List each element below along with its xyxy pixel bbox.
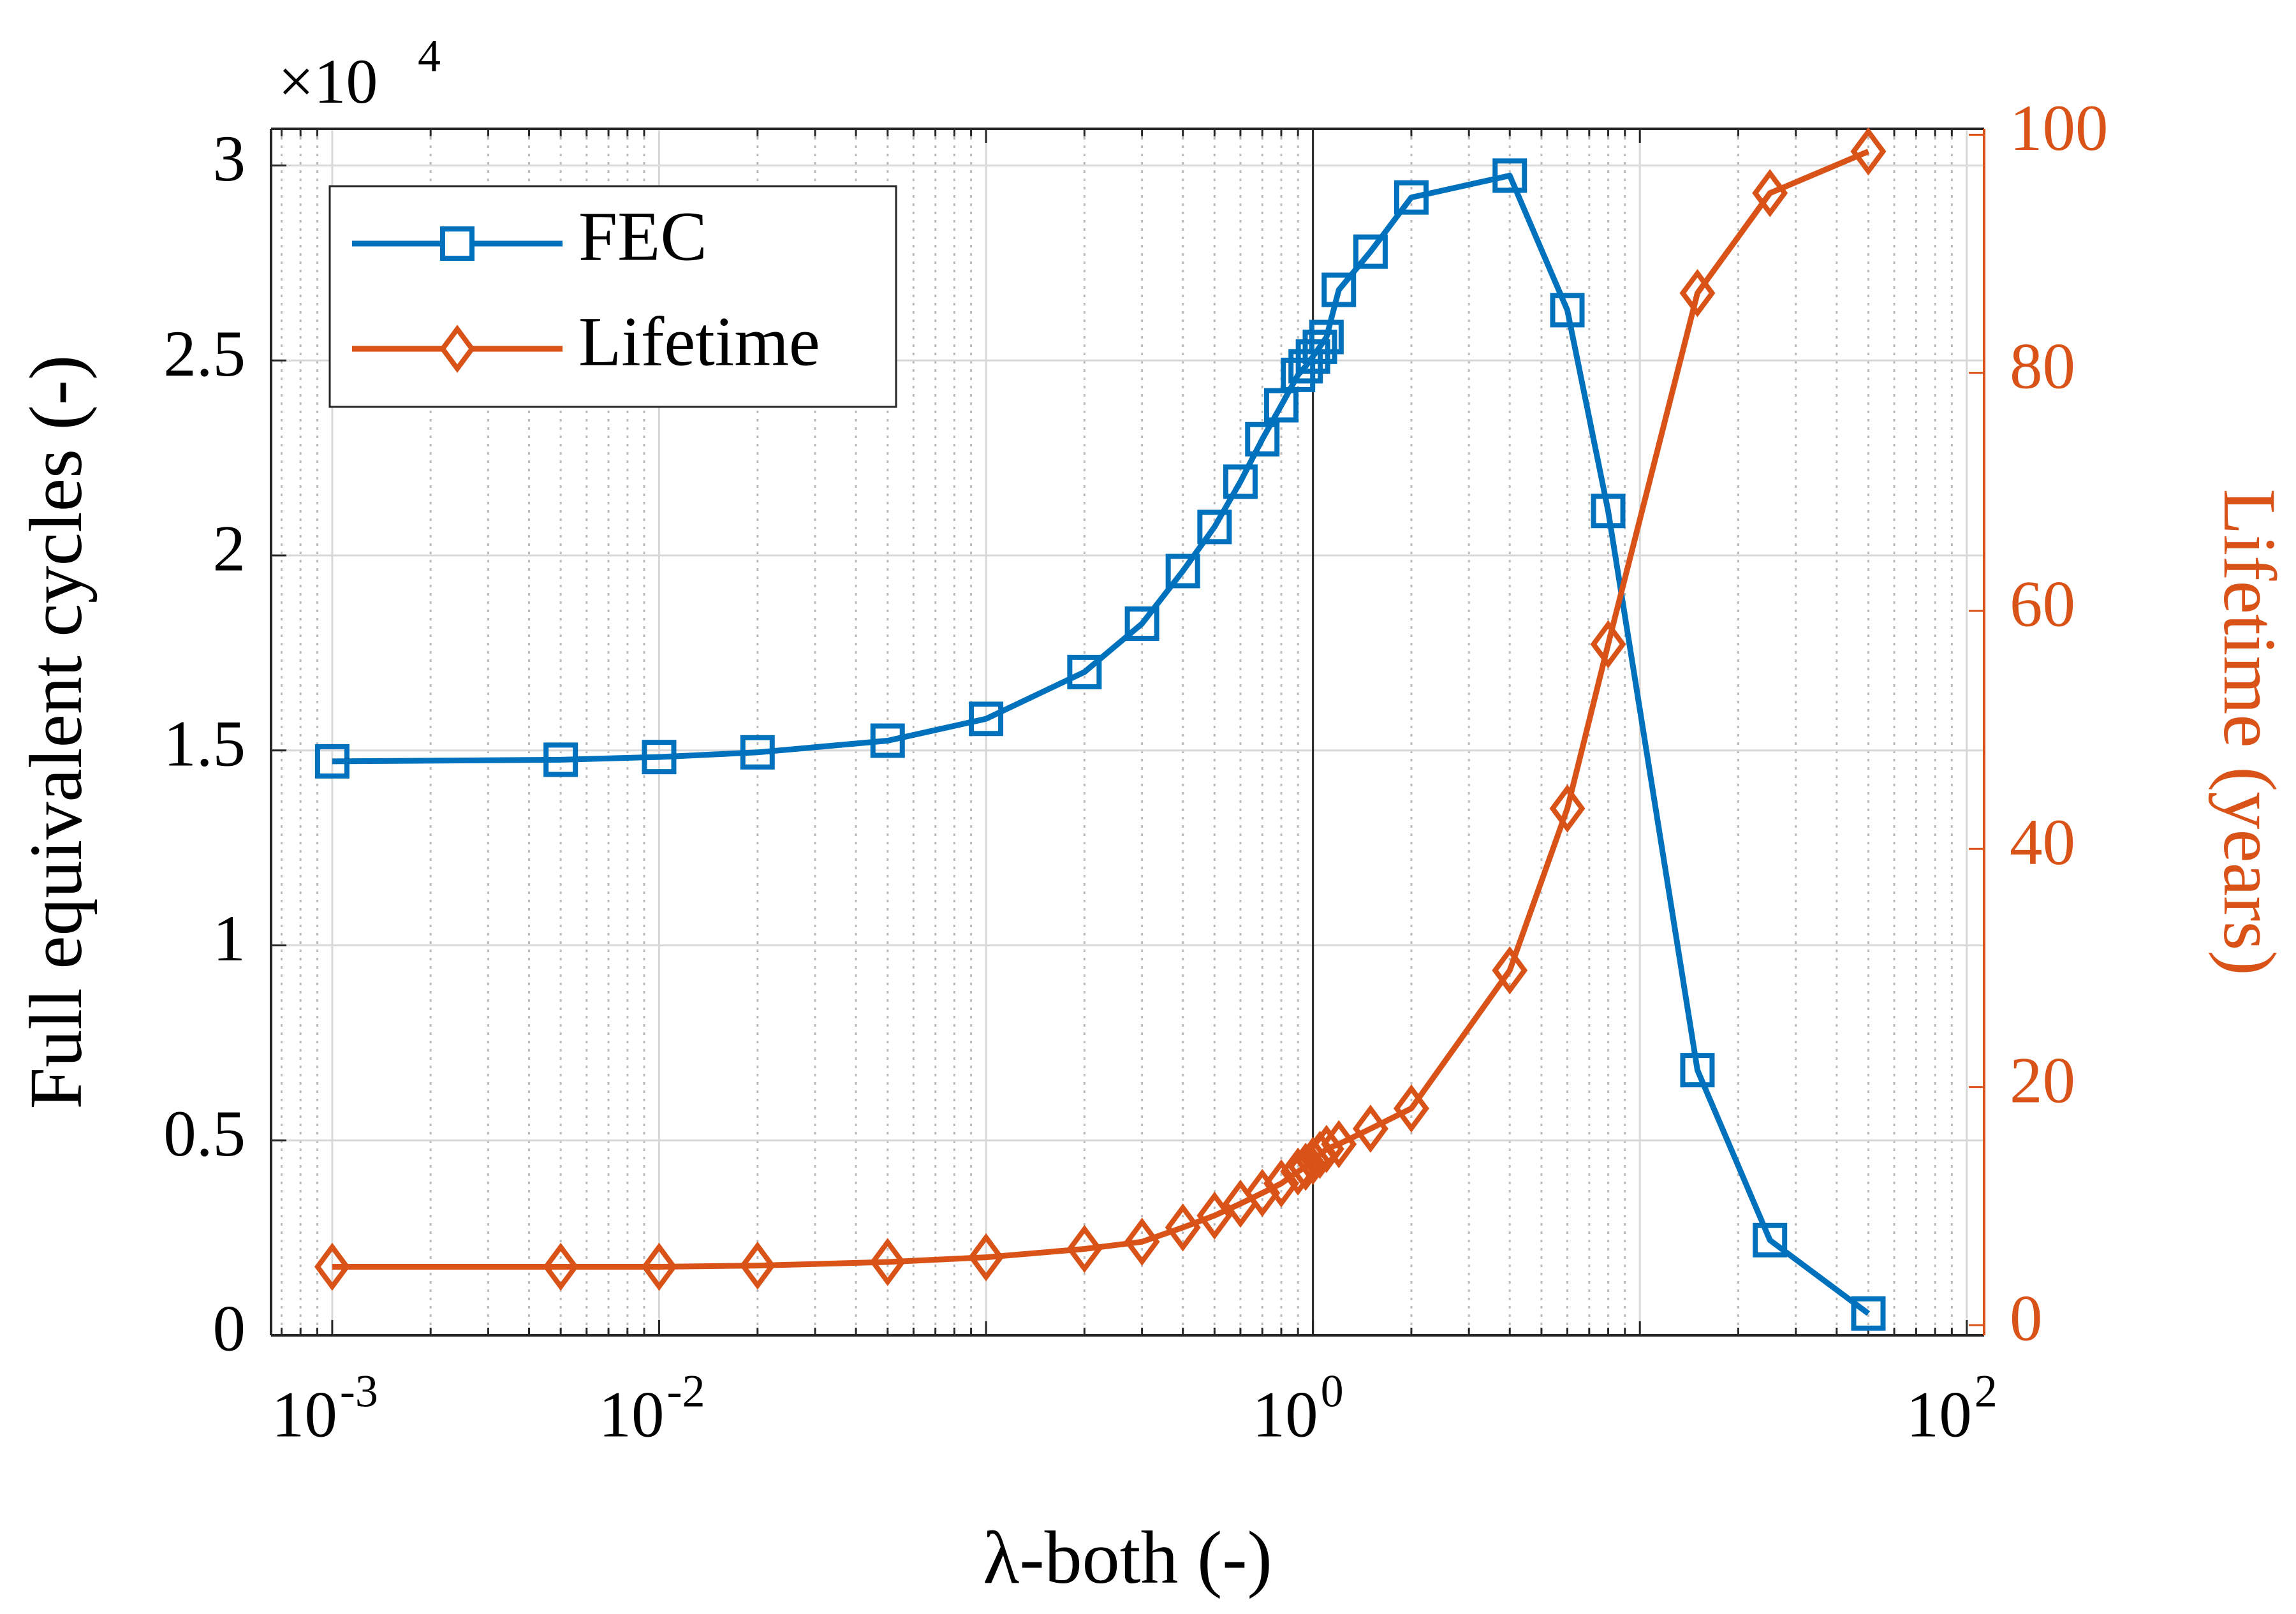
marker bbox=[969, 701, 1004, 737]
y2-tick-label: 60 bbox=[2010, 568, 2075, 641]
marker bbox=[543, 1242, 579, 1291]
y-tick-label: 2 bbox=[213, 513, 246, 585]
marker bbox=[314, 1242, 350, 1291]
marker bbox=[1850, 127, 1887, 176]
y-tick-label: 0.5 bbox=[163, 1097, 246, 1170]
marker bbox=[968, 1233, 1004, 1282]
marker bbox=[1280, 1147, 1316, 1196]
y2-tick-label: 20 bbox=[2010, 1044, 2075, 1117]
marker bbox=[1165, 1203, 1201, 1252]
x-tick-label: 10 bbox=[1906, 1379, 1972, 1451]
x-tick-exponent: -3 bbox=[340, 1366, 378, 1417]
marker bbox=[1549, 784, 1586, 833]
marker bbox=[1067, 654, 1102, 689]
marker bbox=[1550, 293, 1585, 328]
marker bbox=[642, 740, 677, 775]
series-line bbox=[332, 149, 1870, 1270]
marker bbox=[1590, 620, 1626, 669]
marker bbox=[641, 1242, 677, 1291]
y2-tick-label: 80 bbox=[2010, 330, 2075, 402]
y-tick-label: 3 bbox=[213, 122, 246, 195]
x-tick-label: 10 bbox=[598, 1379, 664, 1451]
marker bbox=[869, 1238, 906, 1286]
legend-marker bbox=[439, 325, 475, 373]
y2-tick-label: 0 bbox=[2010, 1282, 2043, 1355]
y-tick-label: 1.5 bbox=[163, 707, 246, 780]
y-multiplier-exponent: 4 bbox=[418, 31, 441, 82]
marker bbox=[1245, 422, 1280, 457]
y2-tick-label: 40 bbox=[2010, 806, 2075, 879]
marker bbox=[1492, 946, 1528, 995]
marker bbox=[1165, 554, 1200, 589]
marker bbox=[1223, 464, 1258, 499]
x-axis-label: λ-both (-) bbox=[983, 1516, 1272, 1599]
marker bbox=[739, 1241, 776, 1290]
marker bbox=[1753, 1222, 1788, 1258]
marker bbox=[1679, 268, 1716, 318]
y-tick-label: 0 bbox=[213, 1293, 246, 1365]
marker bbox=[1124, 606, 1159, 641]
marker bbox=[1752, 169, 1788, 217]
legend-label: FEC bbox=[578, 197, 707, 275]
legend-marker bbox=[440, 226, 475, 261]
marker bbox=[1680, 1053, 1715, 1088]
marker bbox=[1394, 180, 1429, 215]
marker bbox=[1352, 1104, 1388, 1153]
legend-box bbox=[328, 185, 897, 408]
marker bbox=[1263, 1159, 1299, 1208]
marker bbox=[1295, 339, 1330, 374]
y2-tick-label: 100 bbox=[2010, 92, 2108, 165]
x-tick-exponent: -2 bbox=[666, 1366, 705, 1417]
x-tick-label: 10 bbox=[272, 1379, 337, 1451]
marker bbox=[1492, 158, 1527, 193]
marker bbox=[1066, 1224, 1103, 1273]
marker bbox=[1124, 1217, 1160, 1266]
series-line bbox=[332, 172, 1871, 1316]
y-multiplier-base: ×10 bbox=[278, 46, 378, 117]
y-tick-label: 1 bbox=[213, 902, 246, 975]
marker bbox=[740, 735, 775, 770]
y2-axis-label: Lifetime (years) bbox=[2208, 488, 2292, 975]
marker bbox=[1302, 329, 1337, 364]
marker bbox=[1393, 1084, 1429, 1133]
y-tick-label: 2.5 bbox=[163, 318, 246, 390]
marker bbox=[314, 744, 350, 779]
marker bbox=[1353, 234, 1388, 269]
x-tick-exponent: 2 bbox=[1975, 1366, 1998, 1417]
marker bbox=[1308, 1124, 1344, 1173]
marker bbox=[543, 742, 578, 777]
marker bbox=[1321, 1120, 1357, 1168]
marker bbox=[1851, 1296, 1886, 1331]
marker bbox=[1309, 319, 1344, 355]
marker bbox=[1591, 494, 1626, 529]
y-axis-label: Full equivalent cycles (-) bbox=[14, 355, 98, 1110]
marker bbox=[1197, 510, 1232, 545]
legend-label: Lifetime bbox=[578, 302, 820, 380]
x-tick-exponent: 0 bbox=[1321, 1366, 1344, 1417]
marker bbox=[1321, 272, 1357, 307]
marker bbox=[1244, 1168, 1281, 1217]
marker bbox=[870, 723, 905, 758]
x-tick-label: 10 bbox=[1253, 1379, 1318, 1451]
marker bbox=[1196, 1191, 1233, 1240]
